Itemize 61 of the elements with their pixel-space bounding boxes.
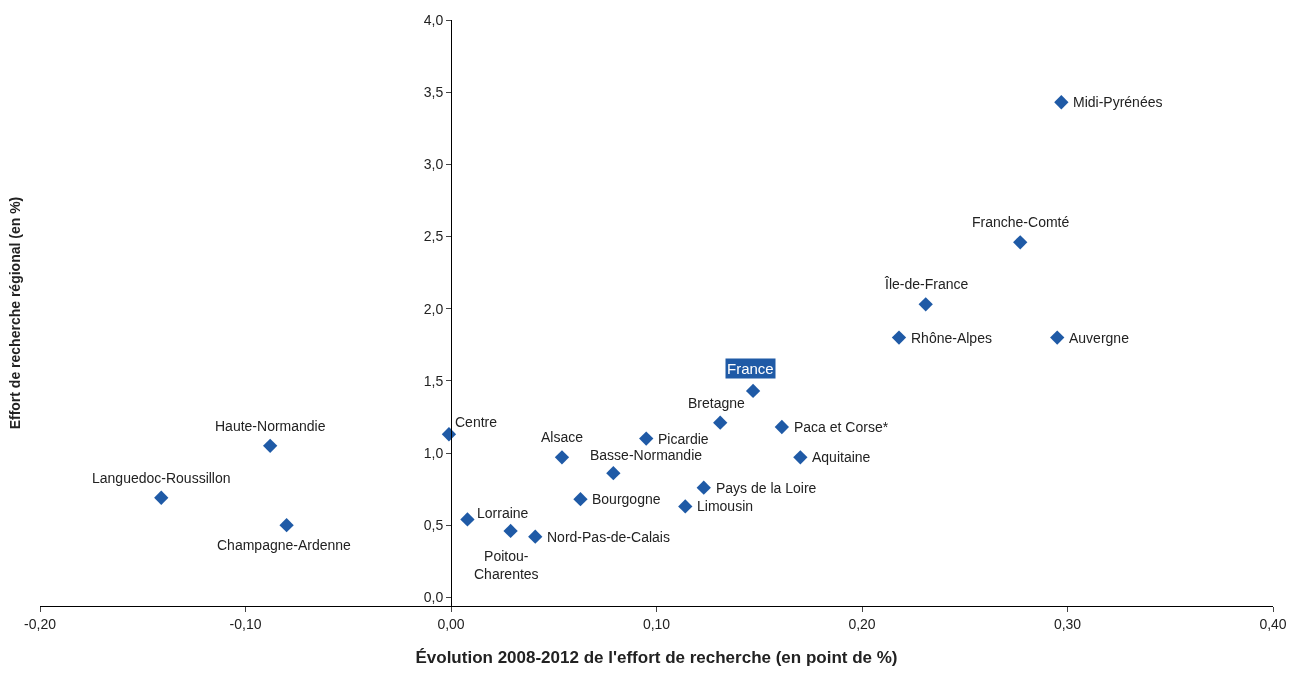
- point: [713, 415, 728, 430]
- annotation: Midi-Pyrénées: [1073, 94, 1163, 110]
- point: [774, 419, 789, 435]
- annotation: Auvergne: [1069, 330, 1130, 346]
- y-tick-label: 2,5: [423, 228, 444, 245]
- point: [573, 492, 588, 507]
- point: [503, 523, 518, 539]
- point: [793, 450, 808, 465]
- annotation: Bourgogne: [592, 491, 661, 507]
- x-axis-title: Évolution 2008-2012 de l'effort de recherche (en point de %): [415, 648, 898, 668]
- annotation: Languedoc-Roussillon: [92, 470, 231, 486]
- annotation: Alsace: [541, 429, 584, 445]
- y-axis-title: Effort de recherche régional (en %): [7, 196, 24, 430]
- y-tick-label: 1,0: [423, 444, 444, 461]
- annotation: Île-de-France: [884, 276, 969, 292]
- point: [460, 512, 475, 527]
- point: [678, 499, 693, 514]
- point: [606, 466, 621, 481]
- x-tick-label: 0,30: [1053, 615, 1082, 632]
- annotation: Limousin: [697, 498, 754, 514]
- annotation: Champagne-Ardenne: [217, 537, 352, 553]
- point: [263, 438, 278, 453]
- annotation: Paca et Corse*: [794, 419, 889, 435]
- x-tick-label: 0,00: [437, 615, 465, 632]
- y-tick-label: 3,5: [423, 84, 444, 101]
- annotation: Aquitaine: [812, 449, 871, 465]
- annotation: Basse-Normandie: [590, 447, 703, 463]
- annotation: Picardie: [658, 431, 709, 447]
- x-tick-label: -0,10: [229, 615, 262, 632]
- point: [1050, 330, 1065, 345]
- point: [745, 383, 761, 399]
- point: [554, 450, 570, 465]
- point: [154, 490, 169, 505]
- annotation: Lorraine: [477, 505, 529, 521]
- point: [639, 431, 654, 446]
- y-tick-label: 4,0: [423, 11, 444, 28]
- annotation: France: [727, 360, 774, 377]
- x-tick-label: 0,10: [642, 615, 671, 632]
- annotation: Nord-Pas-de-Calais: [547, 529, 670, 545]
- annotation: Pays de la Loire: [716, 480, 817, 496]
- annotation: Franche-Comté: [972, 214, 1070, 230]
- annotation: Bretagne: [688, 395, 746, 411]
- y-tick-label: 2,0: [423, 300, 444, 317]
- annotation: Rhône-Alpes: [911, 330, 992, 346]
- point: [528, 529, 543, 544]
- y-tick-label: 3,0: [423, 156, 444, 173]
- point: [1054, 95, 1069, 110]
- annotation: Centre: [455, 414, 498, 430]
- point: [918, 297, 933, 312]
- point: [279, 518, 294, 533]
- annotation: Haute-Normandie: [215, 418, 326, 434]
- x-tick-label: 0,20: [848, 615, 876, 632]
- x-tick-label: 0,40: [1259, 615, 1287, 632]
- x-tick-label: -0,20: [24, 615, 57, 632]
- y-tick-label: 1,5: [423, 372, 444, 389]
- annotation: Poitou- Charentes: [474, 548, 539, 583]
- point: [1013, 235, 1028, 250]
- y-tick-label: 0,0: [423, 589, 444, 606]
- y-tick-label: 0,5: [423, 517, 444, 534]
- point: [891, 330, 907, 345]
- point: [696, 480, 711, 495]
